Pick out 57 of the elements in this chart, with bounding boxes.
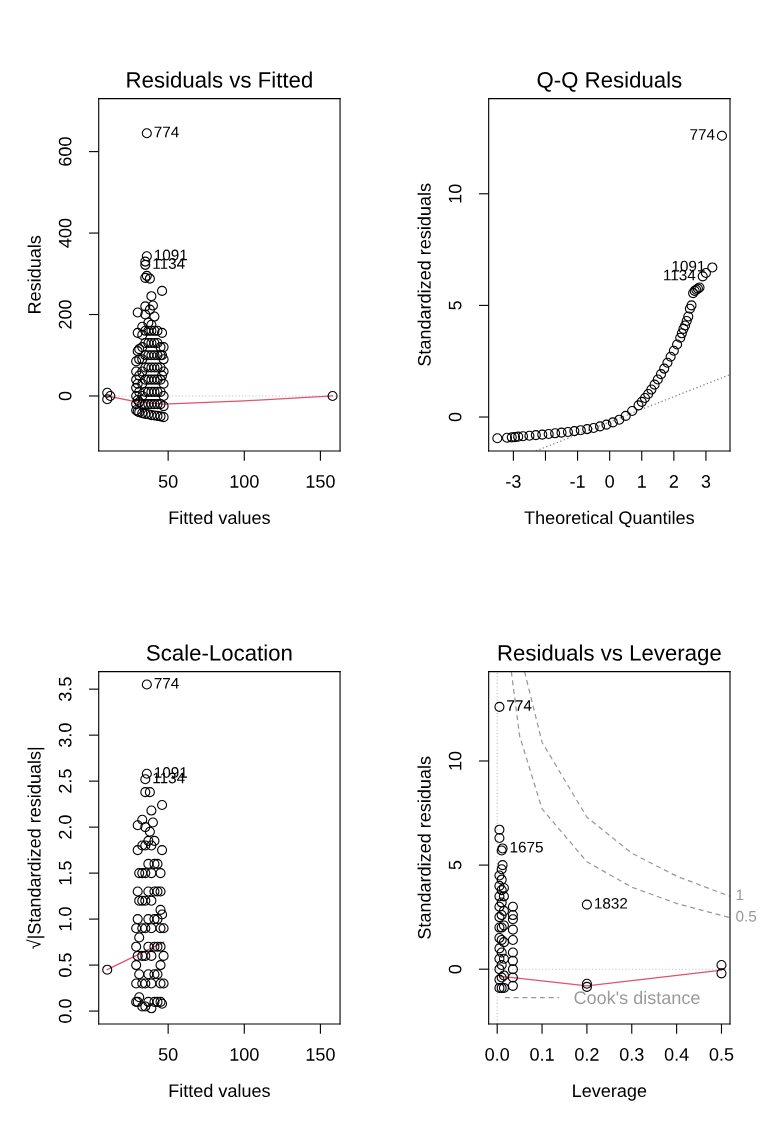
legend-label: Cook's distance (574, 990, 700, 1005)
chart-title: Residuals vs Leverage (498, 644, 721, 666)
y-axis-title: Residuals (27, 235, 41, 313)
x-axis-title: Fitted values (169, 510, 270, 525)
y-tick-label: 0.5 (58, 953, 72, 977)
annotation: 0.5 (736, 910, 757, 922)
y-tick-label: 3.0 (58, 723, 72, 747)
x-tick-label: 50 (158, 1048, 178, 1061)
y-tick-label: 2.5 (58, 769, 72, 793)
y-tick-label: 0.0 (58, 999, 72, 1023)
chart-title: Scale-Location (146, 644, 292, 661)
x-axis-title: Leverage (573, 1084, 647, 1101)
y-axis-title: Standardized residuals (417, 756, 431, 939)
annotation: 774 (690, 129, 715, 140)
x-tick-label: 100 (230, 475, 259, 488)
y-tick-label: 2.0 (58, 815, 72, 839)
x-tick-label: 3 (701, 475, 711, 488)
x-tick-label: -1 (570, 475, 585, 488)
x-axis-title: Fitted values (169, 1083, 270, 1098)
x-tick-label: 0.2 (575, 1048, 599, 1061)
chart-title: Q-Q Residuals (537, 71, 682, 92)
y-tick-label: 3.5 (58, 677, 72, 702)
x-tick-label: 100 (230, 1048, 259, 1061)
y-tick-label: 0 (58, 391, 72, 401)
x-tick-label: 150 (306, 1048, 335, 1061)
chart-title: Residuals vs Fitted (127, 71, 312, 88)
y-tick-label: 10 (448, 751, 462, 770)
x-axis-title: Theoretical Quantiles (524, 510, 694, 528)
y-tick-label: 200 (58, 300, 72, 329)
y-tick-label: 0 (448, 412, 462, 422)
y-tick-label: 600 (58, 137, 72, 166)
annotation: 1832 (595, 897, 628, 909)
annotation: 774 (507, 700, 532, 711)
x-tick-label: 0.0 (485, 1048, 510, 1061)
x-tick-label: 1 (638, 475, 646, 488)
y-tick-label: 10 (448, 184, 462, 203)
x-tick-label: 2 (669, 475, 678, 488)
x-tick-label: 0.4 (664, 1048, 689, 1061)
y-tick-label: 5 (448, 301, 462, 310)
annotation: 774 (154, 677, 179, 689)
x-tick-label: 0.3 (619, 1048, 644, 1061)
y-tick-label: 5 (448, 860, 462, 870)
y-axis-title: √|Standardized residuals| (26, 747, 45, 949)
annotation: 1 (736, 889, 744, 901)
annotation: 1675 (510, 841, 543, 853)
x-tick-label: 0.1 (530, 1048, 554, 1061)
y-tick-label: 400 (58, 218, 72, 248)
annotation: 774 (154, 126, 179, 138)
y-tick-label: 1.0 (58, 907, 72, 931)
x-tick-label: 150 (306, 475, 335, 488)
x-tick-label: -3 (506, 475, 521, 488)
x-tick-label: 0 (605, 475, 614, 488)
y-tick-label: 0 (448, 964, 462, 974)
x-tick-label: 50 (158, 475, 178, 488)
y-tick-label: 1.5 (58, 861, 72, 885)
y-axis-title: Standardized residuals (417, 183, 431, 366)
x-tick-label: 0.5 (709, 1048, 734, 1061)
